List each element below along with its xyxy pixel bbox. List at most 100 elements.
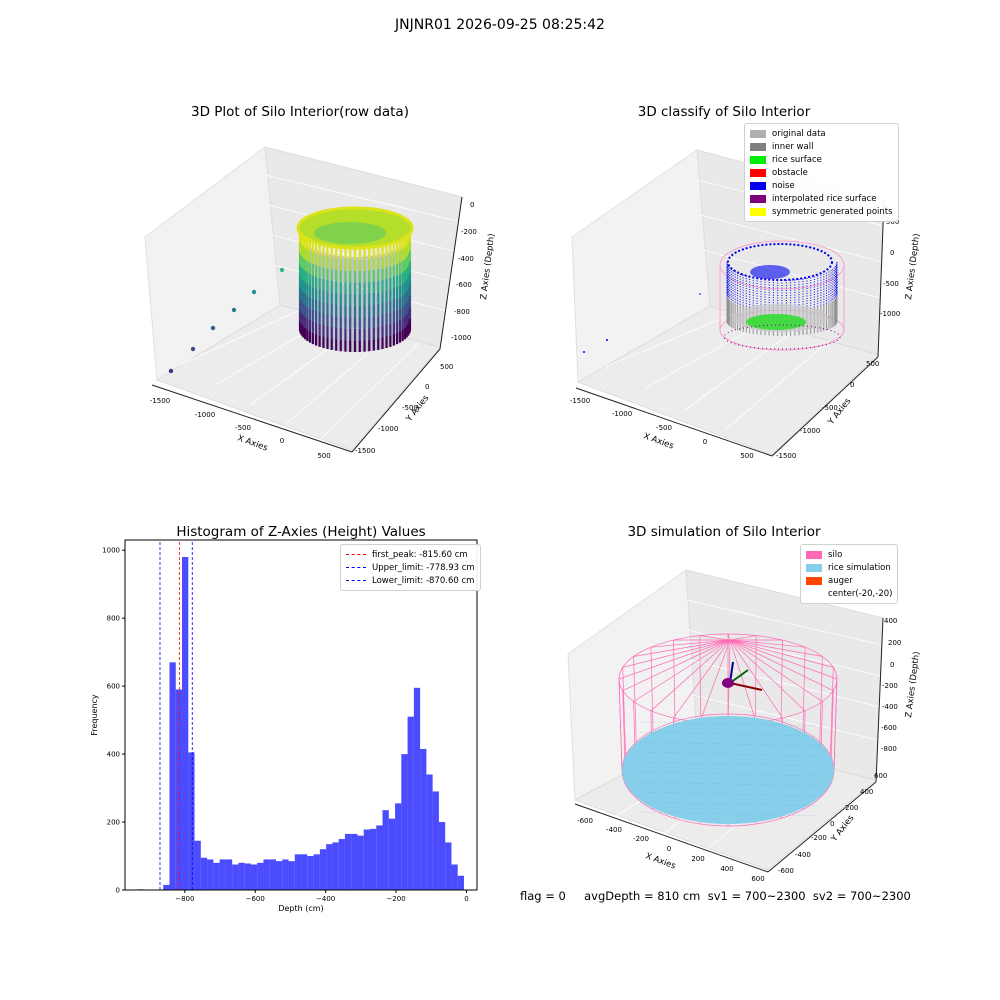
histogram-bar [395, 803, 402, 890]
panel4-ytick: 0 [830, 820, 834, 828]
histogram-bar [382, 810, 389, 890]
histogram-bar [169, 662, 176, 890]
panel2-ytick: 500 [866, 360, 879, 368]
histogram-bar [363, 829, 370, 890]
panel1-xtick: 500 [317, 452, 330, 460]
histogram-bar [282, 859, 289, 890]
panel2-title: 3D classify of Silo Interior [637, 104, 811, 120]
legend-swatch [806, 576, 822, 585]
panel4-ztick: -800 [881, 745, 897, 753]
legend-swatch [750, 142, 766, 151]
histogram-xticks: −800 −600 −400 −200 0 [175, 890, 469, 903]
panel2-xtick: -1500 [570, 397, 590, 405]
legend-item: rice simulation [806, 561, 892, 574]
silo-roof-wire [673, 639, 731, 719]
panel1-ztick: -600 [456, 281, 472, 289]
legend-item: first_peak: -815.60 cm [346, 548, 475, 561]
legend-item: symmetric generated points [750, 205, 893, 218]
panel2-ztick: -500 [883, 280, 899, 288]
silo-wire [833, 678, 838, 771]
panel4-rice-simulation [622, 716, 834, 824]
silo-wire [755, 635, 757, 716]
histogram-bar [357, 835, 364, 890]
legend-item: Upper_limit: -778.93 cm [346, 561, 475, 574]
panel2-ztick: -1000 [880, 310, 900, 318]
legend-swatch [750, 129, 766, 138]
silo-roof-wire [729, 635, 757, 641]
histogram-bar [188, 752, 195, 890]
panel1-xtick: 0 [280, 437, 284, 445]
legend-line [346, 567, 366, 568]
panel2-xtick: -500 [656, 424, 672, 432]
silo-roof-wire [729, 639, 757, 723]
silo-wire [622, 667, 626, 756]
histogram-bar [445, 842, 452, 890]
panel4-title: 3D simulation of Silo Interior [627, 524, 821, 540]
panel4-ytick: -400 [795, 851, 811, 859]
histogram-bar [250, 864, 258, 890]
legend-swatch [750, 155, 766, 164]
silo-roof-wire [729, 639, 783, 719]
legend-item: Lower_limit: -870.60 cm [346, 574, 475, 587]
panel1-ztick: -800 [454, 308, 470, 316]
silo-wire [650, 647, 654, 731]
panel4-xtick: -600 [577, 817, 593, 825]
panel4-ytick: 600 [874, 772, 887, 780]
histogram-bar [332, 842, 339, 890]
histogram-bar [451, 864, 458, 890]
silo-roof-wire [622, 639, 731, 668]
histogram-bar [238, 862, 245, 890]
panel1-ytick: -1500 [355, 447, 375, 455]
silo-roof-wire [727, 633, 731, 641]
legend-swatch [806, 590, 822, 598]
legend-item: noise [750, 179, 893, 192]
panel4-zlabel: Z Axies (Depth) [904, 651, 922, 718]
panel2-ytick: 0 [850, 381, 854, 389]
histogram-bar [294, 854, 302, 890]
silo-roof-wire [633, 639, 731, 657]
silo-wire [673, 640, 676, 722]
silo-wire [633, 656, 637, 743]
histogram-bar [232, 864, 239, 890]
panel4-ytick: 200 [845, 804, 858, 812]
histogram-bar [307, 856, 314, 890]
panel1-ztick: 0 [470, 201, 474, 209]
silo-roof-wire [729, 639, 823, 702]
silo-wire [699, 635, 701, 716]
panel2-xtick: -1000 [612, 410, 632, 418]
histogram-bar [432, 791, 439, 890]
histogram-reference-lines [159, 540, 193, 890]
silo-wire [830, 667, 834, 756]
panel2-legend: original data inner wall rice surface ob… [744, 123, 899, 222]
legend-item: interpolated rice surface [750, 192, 893, 205]
panel1-ytick: 0 [425, 383, 429, 391]
panel1-ztick: -400 [458, 255, 474, 263]
histogram-bar [326, 844, 333, 890]
histogram-ytick-label: 400 [107, 751, 120, 759]
legend-swatch [806, 550, 822, 559]
panel1-xtick: -500 [235, 424, 251, 432]
histogram-title: Histogram of Z-Axies (Height) Values [176, 524, 426, 540]
histogram-frame [124, 539, 478, 891]
histogram-ytick-label: 0 [116, 887, 120, 895]
panel4-ztick: 0 [890, 661, 894, 669]
histogram-xlabel: Depth (cm) [278, 904, 323, 913]
histogram-xtick-label: 0 [464, 895, 468, 903]
panel4-ytick: -600 [778, 867, 794, 875]
histogram-bar [194, 840, 201, 890]
silo-wire [618, 678, 623, 771]
legend-swatch [750, 194, 766, 203]
silo-roof-wire [729, 639, 806, 712]
status-line: flag = 0 avgDepth = 810 cm sv1 = 700~230… [520, 889, 911, 903]
histogram-bar [301, 854, 308, 890]
panel4-xtick: -200 [633, 835, 649, 843]
histogram-bar [269, 859, 277, 890]
histogram-bar [369, 828, 377, 890]
figure-suptitle: JNJNR01 2026-09-25 08:25:42 [395, 17, 605, 33]
histogram-bar [344, 833, 352, 890]
histogram-bar [163, 884, 170, 890]
histogram-yticks: 0 200 400 600 800 1000 [102, 547, 125, 895]
panel1-zticks: 0 -200 -400 -600 -800 -1000 [451, 201, 477, 342]
